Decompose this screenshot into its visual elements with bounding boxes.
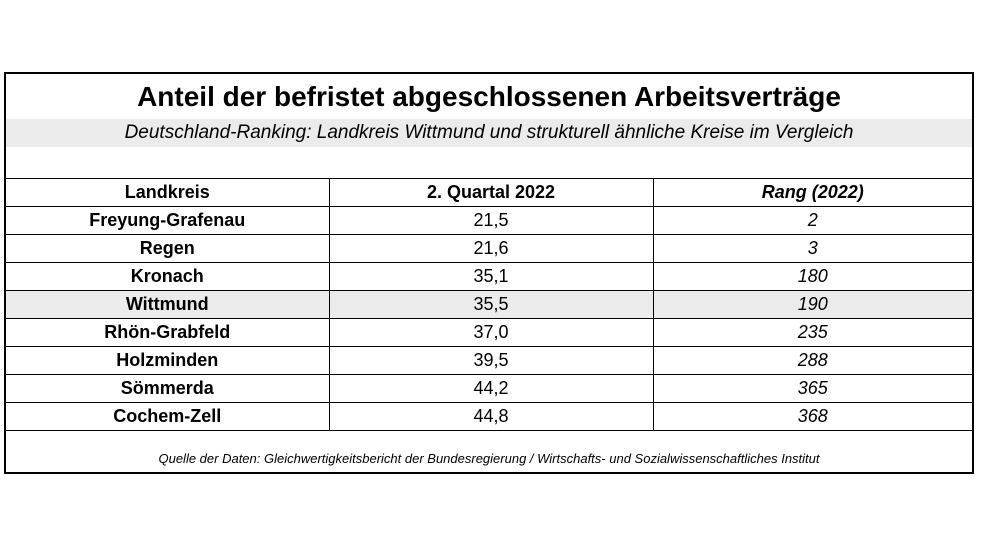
cell-landkreis: Freyung-Grafenau [6, 206, 330, 235]
source-note: Quelle der Daten: Gleichwertigkeitsberic… [158, 451, 820, 466]
table-row: Rhön-Grabfeld 37,0 235 [6, 318, 972, 347]
cell-landkreis: Holzminden [6, 346, 330, 375]
table-header-row: Landkreis 2. Quartal 2022 Rang (2022) [6, 178, 972, 207]
cell-landkreis: Kronach [6, 262, 330, 291]
header-quartal: 2. Quartal 2022 [329, 178, 654, 207]
header-rang: Rang (2022) [653, 178, 972, 207]
ranking-table-frame: Anteil der befristet abgeschlossenen Arb… [4, 72, 974, 474]
cell-rank: 288 [653, 346, 972, 375]
table-row: Regen 21,6 3 [6, 234, 972, 263]
table-row: Wittmund 35,5 190 [6, 290, 972, 319]
cell-value: 21,5 [329, 206, 654, 235]
cell-rank: 368 [653, 402, 972, 431]
cell-value: 39,5 [329, 346, 654, 375]
cell-rank: 190 [653, 290, 972, 319]
table-row: Freyung-Grafenau 21,5 2 [6, 206, 972, 235]
cell-value: 21,6 [329, 234, 654, 263]
cell-value: 44,8 [329, 402, 654, 431]
cell-value: 35,5 [329, 290, 654, 319]
cell-landkreis: Sömmerda [6, 374, 330, 403]
table-row: Kronach 35,1 180 [6, 262, 972, 291]
ranking-table: Landkreis 2. Quartal 2022 Rang (2022) Fr… [6, 178, 972, 431]
cell-landkreis: Regen [6, 234, 330, 263]
header-landkreis: Landkreis [6, 178, 330, 207]
cell-landkreis: Cochem-Zell [6, 402, 330, 431]
cell-landkreis: Wittmund [6, 290, 330, 319]
page-title: Anteil der befristet abgeschlossenen Arb… [137, 81, 841, 112]
cell-rank: 365 [653, 374, 972, 403]
cell-rank: 180 [653, 262, 972, 291]
cell-landkreis: Rhön-Grabfeld [6, 318, 330, 347]
subtitle: Deutschland-Ranking: Landkreis Wittmund … [6, 119, 972, 147]
table-row: Holzminden 39,5 288 [6, 346, 972, 375]
table-row: Cochem-Zell 44,8 368 [6, 402, 972, 431]
cell-value: 37,0 [329, 318, 654, 347]
table-row: Sömmerda 44,2 365 [6, 374, 972, 403]
cell-value: 35,1 [329, 262, 654, 291]
cell-value: 44,2 [329, 374, 654, 403]
cell-rank: 3 [653, 234, 972, 263]
cell-rank: 235 [653, 318, 972, 347]
cell-rank: 2 [653, 206, 972, 235]
